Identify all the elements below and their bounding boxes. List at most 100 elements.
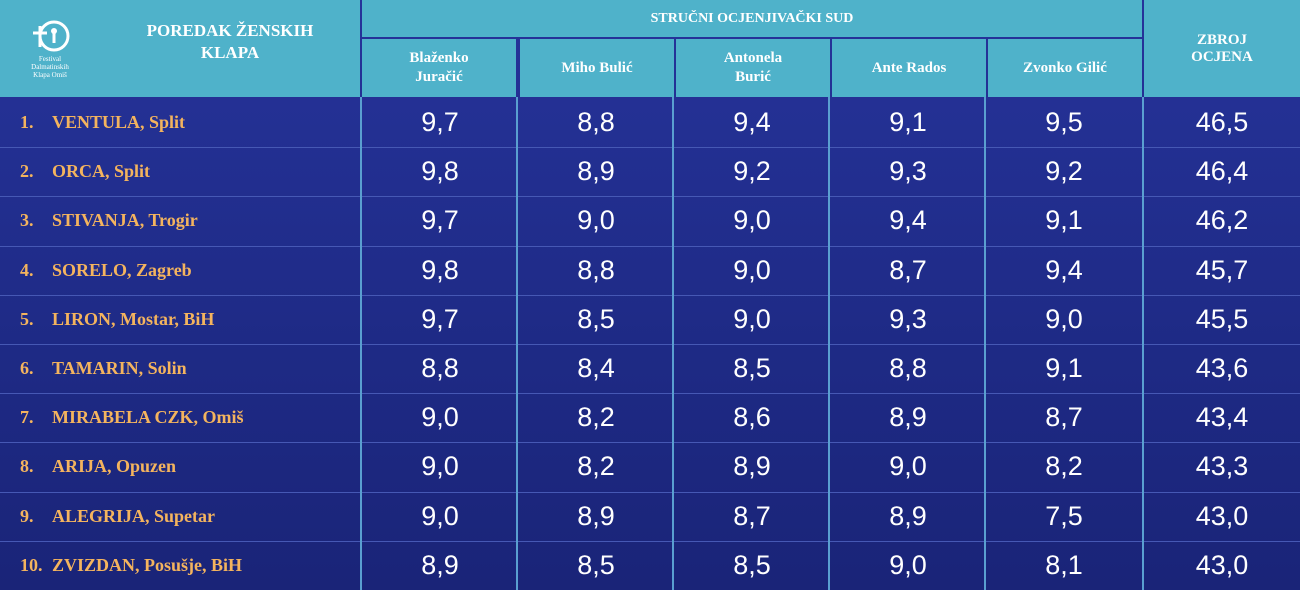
logo-text: Dalmatinskih	[31, 62, 69, 71]
score: 8,9	[577, 156, 615, 187]
score: 8,9	[577, 500, 615, 531]
column-divider	[672, 97, 674, 590]
rank: 2.	[20, 161, 34, 182]
score: 9,4	[889, 205, 927, 236]
score: 8,2	[577, 451, 615, 482]
rank: 6.	[20, 358, 34, 379]
score: 8,5	[733, 549, 771, 580]
team: TAMARIN, Solin	[52, 358, 187, 379]
score: 8,2	[577, 402, 615, 433]
score: 8,4	[577, 353, 615, 384]
rank: 10.	[20, 554, 43, 575]
team: VENTULA, Split	[52, 112, 186, 133]
score: 8,7	[733, 500, 771, 531]
score: 9,1	[1045, 205, 1083, 236]
row-divider	[0, 442, 1300, 444]
total: 46,5	[1195, 107, 1249, 138]
row-divider	[0, 491, 1300, 493]
judge-name: Miho Bulić	[520, 39, 674, 97]
team-name: 9. ALEGRIJA, Supetar	[0, 492, 360, 541]
score: 9,2	[1045, 156, 1083, 187]
row-divider	[0, 147, 1300, 149]
team-name: 5. LIRON, Mostar, BiH	[0, 295, 360, 344]
logo-text: Klapa Omiš	[33, 70, 67, 79]
column-divider	[984, 97, 986, 590]
score: 8,5	[733, 353, 771, 384]
logo: Festival Dalmatinskih Klapa Omiš	[0, 19, 100, 79]
score: 8,1	[1045, 549, 1083, 580]
judge-name: Antonela Burić	[676, 39, 830, 97]
column-divider	[516, 97, 518, 590]
score: 9,0	[733, 303, 771, 334]
logo-text: Festival	[38, 54, 62, 63]
score: 9,1	[1045, 353, 1083, 384]
column-divider	[360, 97, 362, 590]
total: 45,5	[1195, 303, 1249, 334]
score: 8,8	[577, 254, 615, 285]
score: 8,2	[1045, 451, 1083, 482]
score: 8,8	[577, 107, 615, 138]
score: 8,9	[421, 549, 459, 580]
team-name: 10. ZVIZDAN, Posušje, BiH	[0, 541, 360, 590]
score: 9,0	[577, 205, 615, 236]
score: 9,0	[421, 500, 459, 531]
score: 9,0	[889, 451, 927, 482]
team-name: 4. SORELO, Zagreb	[0, 246, 360, 295]
logo-icon	[33, 20, 70, 51]
team-name: 6. TAMARIN, Solin	[0, 344, 360, 393]
score: 8,8	[889, 353, 927, 384]
score: 9,0	[733, 254, 771, 285]
rank: 4.	[20, 259, 34, 280]
score: 9,0	[421, 451, 459, 482]
rank: 1.	[20, 112, 34, 133]
score: 8,5	[577, 303, 615, 334]
total: 43,4	[1195, 402, 1249, 433]
score: 9,5	[1045, 107, 1083, 138]
score: 9,3	[889, 303, 927, 334]
score: 9,8	[421, 156, 459, 187]
row-divider	[0, 344, 1300, 345]
rank: 3.	[20, 210, 34, 231]
score: 8,7	[1045, 402, 1083, 433]
team: ZVIZDAN, Posušje, BiH	[52, 554, 243, 575]
team: ORCA, Split	[52, 161, 151, 182]
team-name: 1. VENTULA, Split	[0, 98, 360, 147]
score: 9,0	[889, 549, 927, 580]
score: 8,7	[889, 254, 927, 285]
rank: 8.	[20, 456, 34, 477]
team: MIRABELA CZK, Omiš	[52, 407, 244, 428]
ranking-title: POREDAK ŽENSKIH KLAPA	[146, 20, 314, 62]
total-title: ZBROJ OCJENA	[1144, 0, 1300, 97]
team-name: 3. STIVANJA, Trogir	[0, 196, 360, 245]
judge-name: Blaženko Juračić	[362, 39, 516, 97]
score: 7,5	[1045, 500, 1083, 531]
team-name: 7. MIRABELA CZK, Omiš	[0, 393, 360, 442]
total: 43,0	[1195, 549, 1249, 580]
score: 9,8	[421, 254, 459, 285]
score: 9,7	[421, 303, 459, 334]
score: 9,7	[421, 205, 459, 236]
score: 9,2	[733, 156, 771, 187]
judge-name: Ante Rados	[832, 39, 986, 97]
team: ARIJA, Opuzen	[52, 456, 177, 477]
score: 9,0	[1045, 303, 1083, 334]
team: LIRON, Mostar, BiH	[52, 308, 215, 329]
team-name: 2. ORCA, Split	[0, 147, 360, 196]
jury-title: STRUČNI OCJENJIVAČKI SUD	[362, 0, 1142, 37]
column-divider	[1142, 97, 1144, 590]
score: 9,0	[733, 205, 771, 236]
team-name: 8. ARIJA, Opuzen	[0, 442, 360, 491]
row-divider	[0, 294, 1300, 296]
score: 9,1	[889, 107, 927, 138]
total: 43,0	[1195, 500, 1249, 531]
score: 9,4	[733, 107, 771, 138]
score: 8,6	[733, 402, 771, 433]
score: 9,0	[421, 402, 459, 433]
row-divider	[0, 393, 1300, 395]
total: 46,2	[1195, 205, 1249, 236]
total: 43,6	[1195, 353, 1249, 384]
score: 9,7	[421, 107, 459, 138]
ranking-header: Festival Dalmatinskih Klapa Omiš POREDAK Ž…	[0, 0, 360, 97]
row-divider	[0, 196, 1300, 198]
